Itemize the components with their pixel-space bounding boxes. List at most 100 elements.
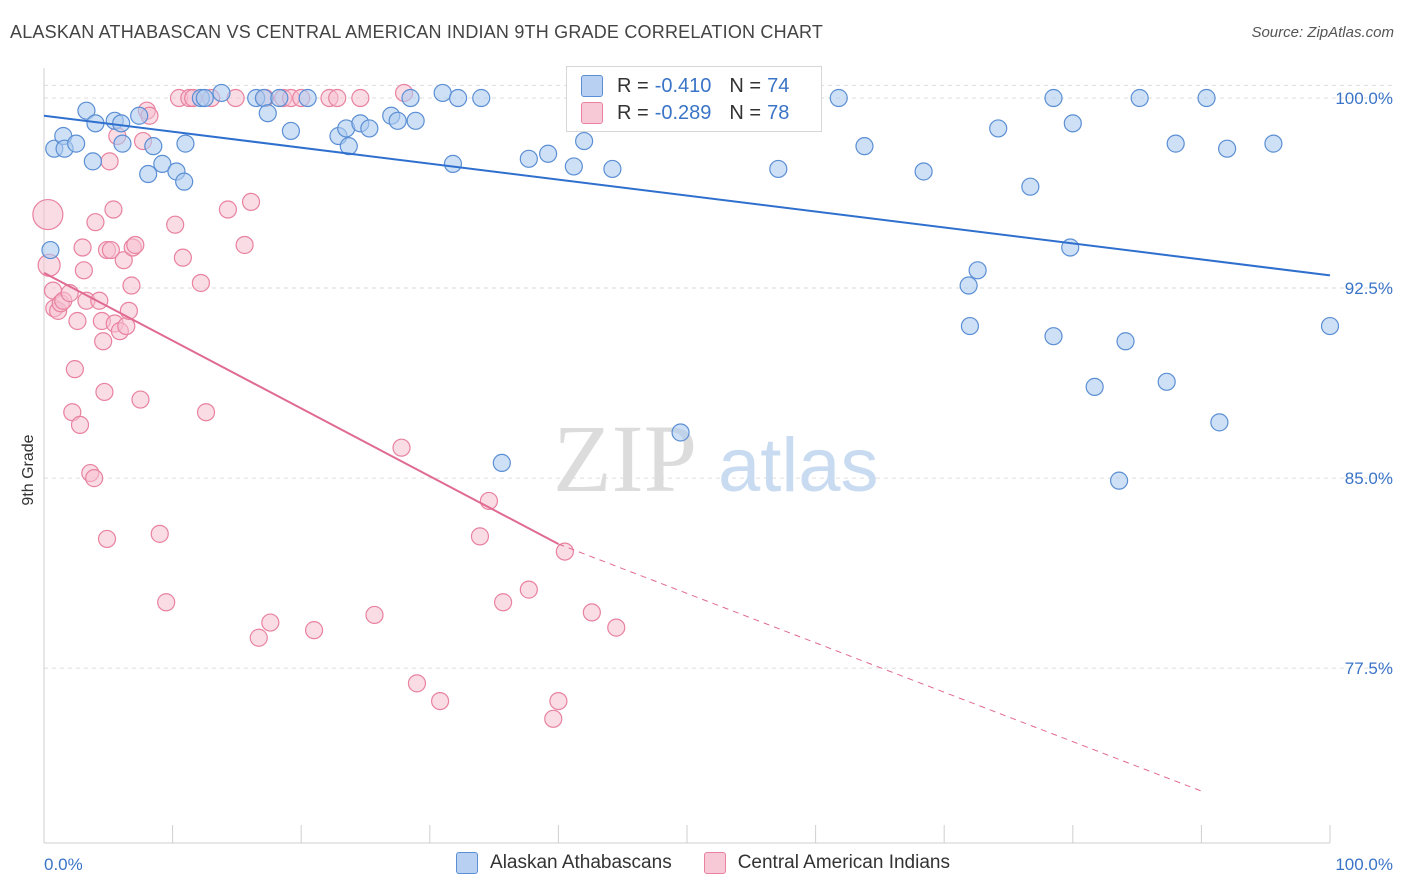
data-point-pink (131, 390, 150, 409)
data-point-blue (77, 101, 96, 120)
n-label: N = (729, 101, 762, 124)
data-point-blue (472, 88, 491, 108)
data-point-blue (360, 119, 379, 138)
data-point-blue (914, 162, 933, 181)
data-point-pink (94, 332, 113, 351)
data-point-blue (254, 88, 274, 108)
data-point-blue (448, 88, 468, 108)
x-tick-label: 100.0% (1335, 855, 1393, 874)
y-axis-label: 9th Grade (20, 434, 37, 505)
data-point-blue (298, 88, 317, 108)
data-point-pink (470, 527, 490, 546)
y-tick-label: 92.5% (1345, 279, 1393, 298)
data-point-pink (100, 152, 119, 171)
data-point-blue (1320, 316, 1340, 336)
trendline-pink-extension (558, 543, 1202, 792)
data-point-blue (401, 88, 420, 108)
legend-row-pink: R = -0.289 N = 78 (581, 101, 789, 125)
data-point-pink (173, 248, 192, 267)
data-point-pink (351, 88, 370, 108)
data-point-blue (130, 106, 149, 125)
data-point-pink (544, 709, 563, 728)
data-point-pink (101, 240, 120, 260)
data-point-blue (603, 159, 622, 179)
data-point-blue (112, 114, 131, 133)
data-point-pink (68, 311, 87, 331)
data-point-pink (430, 691, 450, 711)
data-point-pink (261, 613, 280, 632)
data-point-blue (443, 154, 463, 173)
data-point-blue (1166, 134, 1185, 153)
data-point-blue (139, 164, 158, 184)
data-point-blue (1021, 177, 1040, 196)
data-point-blue (258, 104, 277, 123)
data-point-pink (555, 542, 574, 561)
r-value-pink: -0.289 (654, 101, 712, 124)
data-point-pink (241, 192, 261, 212)
data-point-blue (270, 88, 289, 108)
data-point-blue (1130, 88, 1149, 108)
blue-swatch (581, 75, 603, 97)
data-point-pink (407, 674, 427, 693)
data-point-blue (339, 137, 358, 156)
data-point-blue (855, 137, 874, 156)
data-point-blue (959, 276, 978, 295)
data-point-blue (175, 172, 194, 191)
data-point-pink (196, 403, 216, 422)
data-point-blue (153, 154, 172, 173)
data-point-pink (70, 415, 90, 434)
data-point-blue (989, 119, 1008, 138)
data-point-pink (73, 238, 92, 257)
data-point-blue (960, 316, 980, 336)
trendline-blue (43, 114, 1331, 277)
correlation-legend: R = -0.410 N = 74 R = -0.289 N = 78 (566, 66, 822, 132)
data-point-pink (494, 593, 513, 612)
x-tick-label: 0.0% (44, 855, 83, 874)
n-value-pink: 78 (767, 101, 790, 124)
legend-item-alaskan-athabascans[interactable]: Alaskan Athabascans (456, 852, 672, 874)
data-point-pink (85, 469, 104, 488)
watermark: ZIP atlas (553, 405, 879, 512)
data-point-blue (83, 152, 102, 171)
data-point-pink (157, 593, 176, 612)
data-point-blue (176, 134, 195, 153)
data-point-blue (829, 88, 848, 108)
data-point-pink (166, 215, 185, 234)
data-point-blue (388, 111, 407, 130)
data-point-pink (582, 603, 601, 622)
data-point-pink (90, 291, 109, 310)
data-point-pink (607, 618, 626, 637)
data-point-pink (86, 213, 105, 232)
data-point-pink (74, 261, 93, 280)
data-point-blue (519, 149, 538, 168)
y-tick-label: 77.5% (1345, 659, 1393, 678)
data-point-pink (519, 580, 538, 599)
data-point-blue (1063, 114, 1082, 133)
data-point-blue (406, 111, 425, 130)
data-point-pink (122, 276, 141, 295)
data-point-blue (968, 261, 987, 280)
legend-item-central-american-indians[interactable]: Central American Indians (703, 852, 950, 874)
n-label: N = (729, 74, 762, 97)
data-point-blue (769, 159, 788, 179)
data-point-pink (249, 628, 268, 647)
data-point-pink (328, 88, 347, 108)
data-point-blue (195, 88, 214, 108)
pink-swatch (581, 102, 603, 124)
data-point-blue (492, 453, 511, 473)
legend-label-pink: Central American Indians (737, 852, 950, 873)
data-point-blue (1197, 88, 1216, 108)
data-point-blue (281, 121, 301, 141)
r-value-blue: -0.410 (654, 74, 712, 97)
data-point-pink (218, 200, 237, 219)
data-point-blue (1044, 88, 1063, 108)
data-point-blue (575, 131, 594, 151)
data-point-pink (365, 605, 384, 625)
data-point-blue (1264, 134, 1283, 153)
data-point-blue (1218, 139, 1237, 158)
n-value-blue: 74 (767, 74, 790, 97)
data-point-blue (1157, 372, 1176, 391)
legend-row-blue: R = -0.410 N = 74 (581, 74, 789, 98)
series-legend: Alaskan Athabascans Central American Ind… (0, 852, 1406, 874)
